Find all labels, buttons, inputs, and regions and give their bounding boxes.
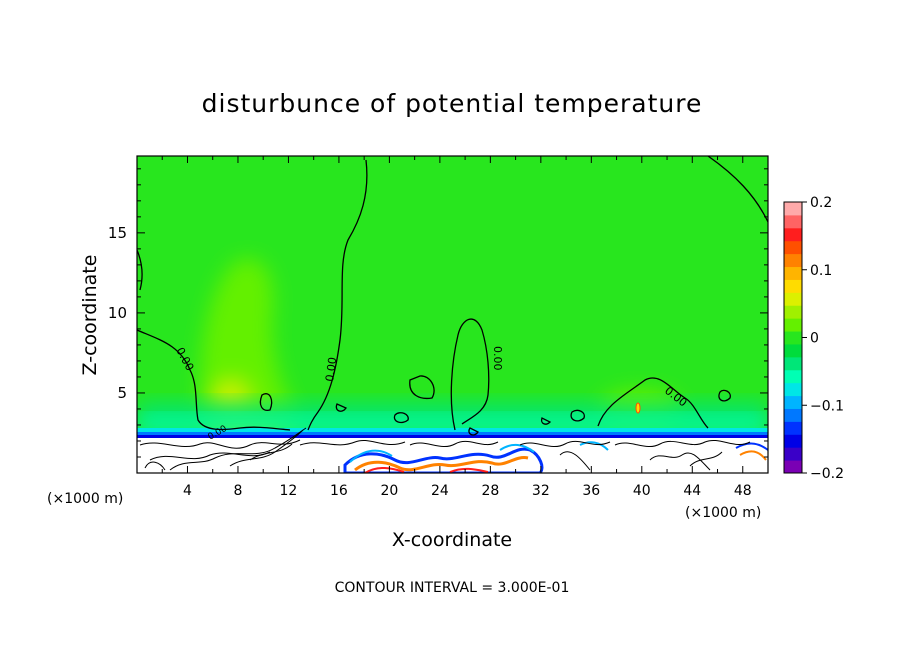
cold-band-2 xyxy=(137,435,768,438)
contour-line xyxy=(409,440,499,448)
zero-contour-tall-plume xyxy=(450,318,490,431)
contour-line xyxy=(139,439,301,449)
x-tick-label: 24 xyxy=(431,483,449,499)
contour-line xyxy=(249,443,293,461)
boundary-layer-region xyxy=(137,438,768,473)
contour-line xyxy=(144,461,166,471)
contour-line xyxy=(689,451,723,467)
zero-contours xyxy=(137,156,768,436)
contour-line xyxy=(559,451,591,471)
boundary-contours xyxy=(139,427,751,471)
contour-line xyxy=(299,440,406,446)
x-tick-label: 4 xyxy=(183,483,192,499)
colorbar-tick-label: 0.2 xyxy=(810,195,832,211)
x-axis-label: X-coordinate xyxy=(392,529,512,551)
warm-plume-hot xyxy=(220,386,240,406)
y-axis: 5 10 15 xyxy=(108,168,768,458)
colorbar: 0.2 0.1 0 −0.1 −0.2 xyxy=(783,195,844,482)
x-tick-label: 48 xyxy=(734,483,752,499)
x-tick-label: 40 xyxy=(633,483,651,499)
x-tick-label: 32 xyxy=(532,483,550,499)
colorbar-tick-label: 0.1 xyxy=(810,263,832,279)
x-tick-label: 44 xyxy=(683,483,701,499)
colorbar-swatch xyxy=(784,382,802,397)
colorbar-tick-label: 0 xyxy=(810,331,819,347)
zero-contour-mid-column xyxy=(307,159,368,431)
plot-frame xyxy=(136,155,769,474)
small-cell xyxy=(409,375,435,400)
colorbar-swatch xyxy=(784,369,802,384)
colorbar-swatch xyxy=(784,240,802,255)
small-cell xyxy=(540,417,552,425)
small-cell xyxy=(259,393,273,411)
colorbar-swatch xyxy=(784,227,802,242)
colored-eddies-blue xyxy=(343,447,544,473)
contour-line xyxy=(519,440,611,448)
colorbar-swatch xyxy=(784,292,802,306)
colorbar-swatch xyxy=(784,408,802,422)
colored-eddies-east xyxy=(739,450,767,461)
colorbar-swatch xyxy=(784,395,802,409)
colorbar-swatch xyxy=(784,434,802,448)
colorbar-swatch xyxy=(784,214,802,229)
x-axis: 4 8 12 16 20 24 28 32 36 40 44 48 xyxy=(161,156,752,499)
contour-label: 0.00 xyxy=(491,346,504,371)
z-unit-label: (×1000 m) xyxy=(47,491,123,507)
colorbar-swatch xyxy=(784,279,802,293)
colored-eddies-cyan xyxy=(349,441,609,463)
x-tick-label: 20 xyxy=(380,483,398,499)
contour-interval-note: CONTOUR INTERVAL = 3.000E-01 xyxy=(335,580,570,596)
y-tick-label: 10 xyxy=(108,304,127,322)
small-cell xyxy=(335,403,347,412)
colored-eddies-red xyxy=(364,467,489,473)
plot-area: 0.00 0.00 0.00 0.00 0.00 xyxy=(137,156,768,473)
x-tick-label: 28 xyxy=(481,483,499,499)
x-unit-label: (×1000 m) xyxy=(685,505,761,521)
x-tick-label: 16 xyxy=(330,483,348,499)
colorbar-swatch xyxy=(784,447,802,461)
colorbar-swatch xyxy=(784,253,802,268)
zero-contour-right-cell xyxy=(597,377,709,429)
warm-spot xyxy=(635,402,641,414)
contour-label: 0.00 xyxy=(323,356,339,382)
x-tick-label: 12 xyxy=(280,483,298,499)
colorbar-swatch xyxy=(784,356,802,371)
y-tick-label: 15 xyxy=(108,224,127,242)
colorbar-swatch xyxy=(784,266,802,280)
y-tick-label: 5 xyxy=(117,384,127,402)
small-cell xyxy=(468,427,479,436)
small-cell xyxy=(718,389,731,402)
zero-contour-left-edge xyxy=(137,249,143,291)
colorbar-swatch xyxy=(784,460,802,474)
zero-contour-left-plume xyxy=(137,329,291,431)
colorbar-swatch xyxy=(784,202,802,216)
contour-line xyxy=(614,440,751,448)
colorbar-tick-label: −0.1 xyxy=(810,398,844,414)
small-cell xyxy=(570,409,585,422)
colorbar-swatch xyxy=(784,343,802,358)
colored-eddies-orange xyxy=(354,456,529,472)
small-cell xyxy=(393,412,409,424)
chart-title: disturbunce of potential temperature xyxy=(202,89,703,118)
zero-contour-upper-right-arc xyxy=(707,156,768,223)
y-axis-label: Z-coordinate xyxy=(79,255,101,376)
contour-line xyxy=(149,451,271,461)
colorbar-swatch xyxy=(784,421,802,435)
colorbar-swatch xyxy=(784,331,802,345)
colorbar-swatch xyxy=(784,305,802,319)
contour-line xyxy=(169,427,307,471)
colored-eddies-east-blue xyxy=(735,442,768,451)
x-tick-label: 8 xyxy=(233,483,242,499)
colorbar-tick-label: −0.2 xyxy=(810,466,844,482)
x-tick-label: 36 xyxy=(582,483,600,499)
cold-band-1 xyxy=(137,432,768,435)
contour-line xyxy=(649,452,711,471)
colorbar-swatch xyxy=(784,318,802,332)
